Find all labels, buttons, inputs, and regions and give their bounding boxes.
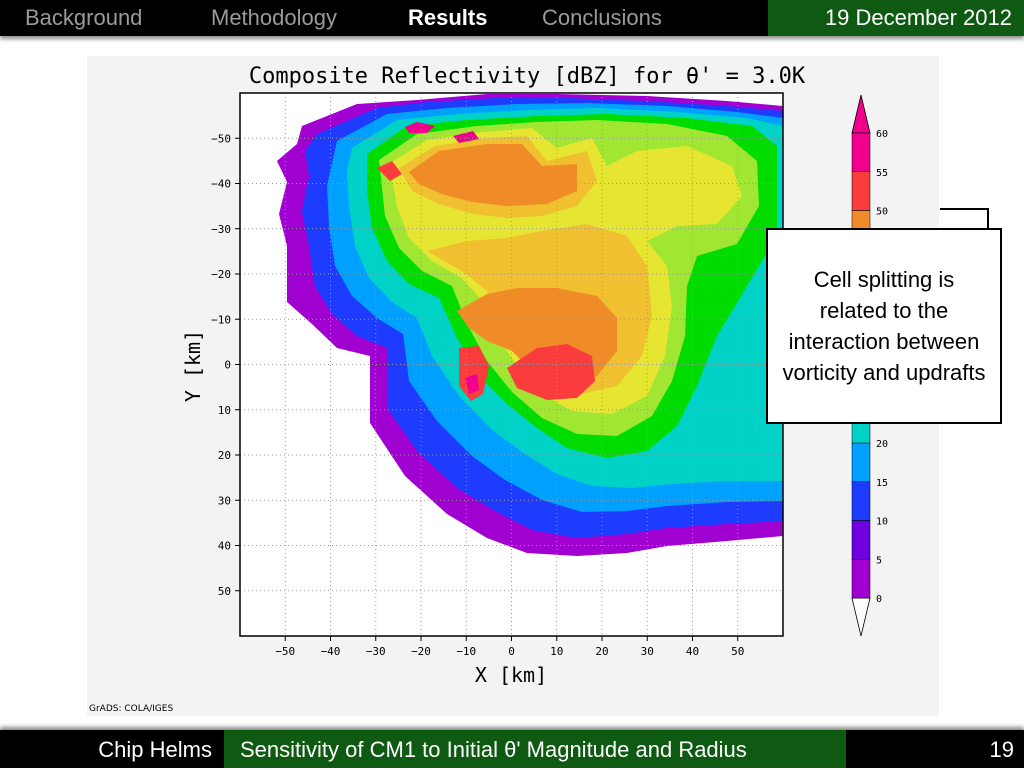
presentation-date: 19 December 2012 xyxy=(824,5,1012,30)
y-tick-label: −30 xyxy=(211,223,231,236)
grads-credit: GrADS: COLA/IGES xyxy=(89,704,173,714)
x-tick-label: 10 xyxy=(550,645,563,658)
talk-title: Sensitivity of CM1 to Initial θ' Magnitu… xyxy=(240,737,747,762)
colorbar-label: 60 xyxy=(876,129,888,140)
x-axis: −50 −40 −30 −20 −10 0 10 20 30 40 50 xyxy=(275,636,744,658)
reflectivity-figure: −50 −40 −30 −20 −10 0 10 20 30 40 50 50 40 30 20 10 0 −1… xyxy=(87,56,939,716)
callout-connector xyxy=(940,208,989,231)
callout-line xyxy=(940,208,989,231)
colorbar-label: 15 xyxy=(876,478,888,489)
colorbar-band xyxy=(851,520,871,560)
top-nav-bar: Background Methodology Results Conclusio… xyxy=(0,0,1024,36)
x-tick-label: −30 xyxy=(366,645,386,658)
x-tick-label: −50 xyxy=(275,645,295,658)
contour-45dbz xyxy=(409,144,617,382)
colorbar-arrow-top xyxy=(851,94,871,134)
y-tick-label: 10 xyxy=(218,404,231,417)
nav-conclusions[interactable]: Conclusions xyxy=(542,5,662,30)
x-tick-label: 30 xyxy=(641,645,654,658)
callout-text: Cell splitting is related to the interac… xyxy=(782,267,986,385)
x-tick-label: 40 xyxy=(686,645,699,658)
colorbar-band xyxy=(851,559,871,599)
slide-number: 19 xyxy=(989,737,1014,762)
nav-methodology[interactable]: Methodology xyxy=(211,5,337,30)
footer-bar: Chip Helms Sensitivity of CM1 to Initial… xyxy=(0,730,1024,768)
x-tick-label: −10 xyxy=(456,645,476,658)
x-tick-label: 0 xyxy=(508,645,515,658)
reflectivity-plot: −50 −40 −30 −20 −10 0 10 20 30 40 50 50403020100−1… xyxy=(89,64,888,714)
colorbar-label: 55 xyxy=(876,168,888,179)
x-tick-label: −20 xyxy=(411,645,431,658)
author-name: Chip Helms xyxy=(98,737,212,762)
y-tick-label: 20 xyxy=(218,449,231,462)
y-axis-label: Y [km] xyxy=(181,330,205,402)
y-tick-label: −40 xyxy=(211,178,231,191)
colorbar-label: 10 xyxy=(876,517,888,528)
y-tick-label: 40 xyxy=(218,540,231,553)
y-tick-label: −10 xyxy=(211,313,231,326)
y-tick-label: 30 xyxy=(218,494,231,507)
figure-title: Composite Reflectivity [dBZ] for θ' = 3.… xyxy=(249,64,806,89)
colorbar-band xyxy=(851,132,871,172)
colorbar-label: 0 xyxy=(876,594,882,605)
talk-title-box: Sensitivity of CM1 to Initial θ' Magnitu… xyxy=(224,730,846,768)
y-tick-label: −50 xyxy=(211,132,231,145)
colorbar-band xyxy=(851,481,871,521)
x-tick-label: 50 xyxy=(731,645,744,658)
colorbar-band xyxy=(851,442,871,482)
x-tick-label: 20 xyxy=(595,645,608,658)
x-tick-label: −40 xyxy=(321,645,341,658)
colorbar-band xyxy=(851,171,871,211)
colorbar-label: 5 xyxy=(876,555,882,566)
date-box: 19 December 2012 xyxy=(768,0,1024,36)
colorbar-label: 50 xyxy=(876,207,888,218)
y-tick-label: −20 xyxy=(211,268,231,281)
colorbar-arrow-bottom xyxy=(851,597,871,637)
y-axis: 50 40 30 20 10 0 −10 −20 −30 −40 −50 xyxy=(211,132,240,598)
y-tick-label: 0 xyxy=(224,359,231,372)
callout-box: Cell splitting is related to the interac… xyxy=(766,228,1002,424)
reflectivity-field xyxy=(277,94,783,556)
nav-results[interactable]: Results xyxy=(408,5,488,30)
x-axis-label: X [km] xyxy=(475,663,547,687)
colorbar-label: 20 xyxy=(876,439,888,450)
nav-background[interactable]: Background xyxy=(25,5,143,30)
plot-grid xyxy=(240,93,783,636)
y-tick-label: 50 xyxy=(218,585,231,598)
contour-50dbz xyxy=(377,161,595,401)
